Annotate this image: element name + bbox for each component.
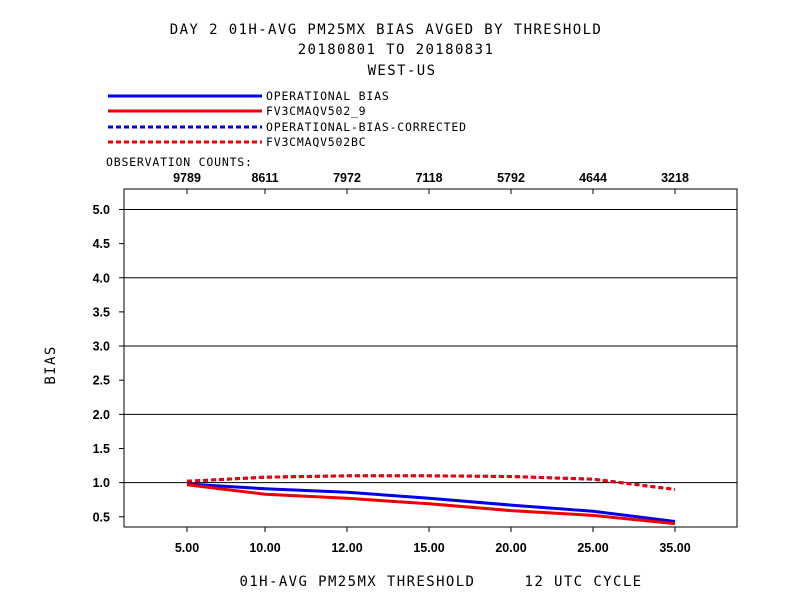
x-tick-label: 12.00 (331, 541, 362, 555)
legend: OPERATIONAL BIAS FV3CMAQV502_9 OPERATION… (108, 89, 467, 149)
x-axis-label: 01H-AVG PM25MX THRESHOLD 12 UTC CYCLE (240, 574, 643, 590)
legend-label-operational-bias-corrected: OPERATIONAL-BIAS-CORRECTED (266, 120, 467, 134)
x-tick-label: 15.00 (413, 541, 444, 555)
x-tick-label: 10.00 (249, 541, 280, 555)
y-tick-label: 2.5 (93, 374, 110, 388)
x-tick-label: 20.00 (495, 541, 526, 555)
chart-title-line-2: 20180801 TO 20180831 (298, 42, 495, 58)
x-tick-label: 25.00 (577, 541, 608, 555)
series-lines (186, 474, 676, 526)
observation-count: 5792 (497, 171, 525, 185)
y-tick-label: 4.0 (93, 271, 110, 285)
observation-count: 9789 (173, 171, 201, 185)
y-tick-label: 2.0 (93, 408, 110, 422)
observation-counts: 9789 8611 7972 7118 5792 4644 3218 (173, 171, 689, 185)
observation-count: 4644 (579, 171, 607, 185)
x-tick-label: 35.00 (659, 541, 690, 555)
observation-count: 7972 (333, 171, 361, 185)
observation-count: 8611 (251, 171, 278, 185)
y-tick-label: 4.5 (93, 237, 110, 251)
y-tick-label: 3.5 (93, 305, 110, 319)
chart-title-line-3: WEST-US (368, 63, 437, 79)
series-line-fv3cmaqv502-9 (186, 483, 676, 526)
observation-count: 3218 (661, 171, 689, 185)
legend-label-fv3cmaqv502bc: FV3CMAQV502BC (266, 135, 366, 149)
y-axis-ticks: 0.5 1.0 1.5 2.0 2.5 3.0 3.5 4.0 4.5 5.0 (93, 203, 124, 524)
chart-title-line-1: DAY 2 01H-AVG PM25MX BIAS AVGED BY THRES… (170, 22, 602, 38)
grid-lines (124, 208, 737, 484)
x-tick-label: 5.00 (175, 541, 199, 555)
plot-frame (123, 188, 738, 528)
y-tick-label: 1.5 (93, 442, 110, 456)
legend-label-operational: OPERATIONAL BIAS (266, 89, 390, 103)
y-axis-label: BIAS (43, 345, 59, 384)
series-line-operational (186, 482, 676, 523)
x-axis-ticks: 5.00 10.00 12.00 15.00 20.00 25.00 35.00 (175, 189, 691, 555)
series-line-fv3cmaqv502bc (186, 474, 676, 491)
observation-counts-label: OBSERVATION COUNTS: (106, 155, 253, 169)
y-tick-label: 5.0 (93, 203, 110, 217)
y-tick-label: 0.5 (93, 510, 110, 524)
observation-count: 7118 (415, 171, 442, 185)
y-tick-label: 1.0 (93, 476, 110, 490)
y-tick-label: 3.0 (93, 340, 110, 354)
legend-label-fv3cmaqv502-9: FV3CMAQV502_9 (266, 104, 366, 118)
